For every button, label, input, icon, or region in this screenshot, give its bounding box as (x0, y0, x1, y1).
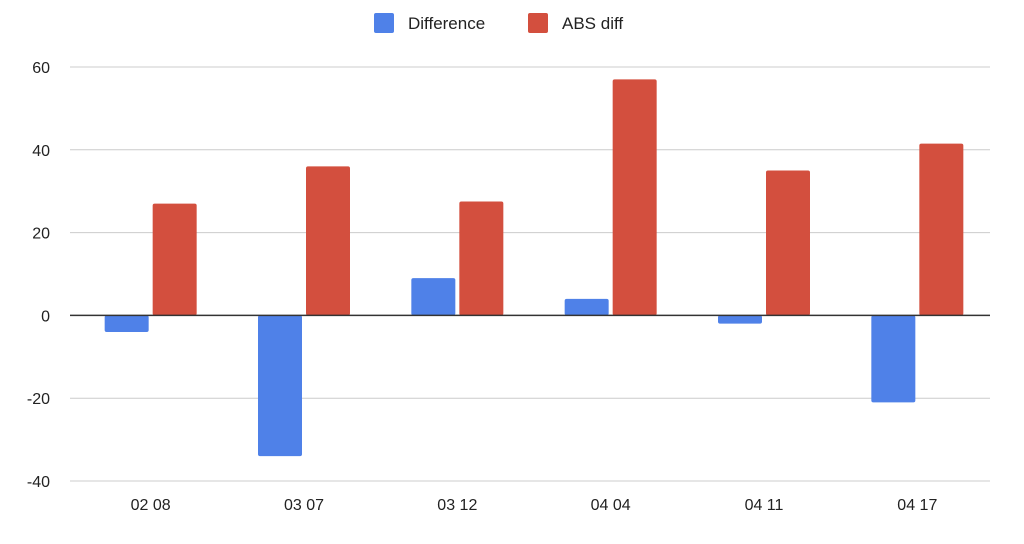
difference-bar (411, 278, 456, 316)
bars (104, 79, 964, 457)
abs-diff-bar (152, 203, 197, 316)
gridlines (70, 66, 990, 482)
y-tick-label: 0 (41, 308, 50, 325)
abs-diff-bar (306, 166, 350, 316)
y-axis: -40 -20 0 20 40 60 (27, 60, 50, 491)
abs-diff-bar (766, 170, 810, 316)
x-tick-label: 03 07 (284, 497, 324, 514)
legend-swatch (374, 13, 394, 33)
y-tick-label: -40 (27, 474, 50, 491)
abs-diff-bar (612, 79, 657, 316)
y-tick-label: 40 (32, 143, 50, 160)
abs-diff-bar (919, 143, 964, 316)
legend-label: ABS diff (562, 14, 623, 33)
y-tick-label: 20 (32, 226, 50, 243)
difference-bar (104, 315, 149, 332)
x-tick-label: 04 17 (897, 497, 937, 514)
x-axis: 02 08 03 07 03 12 04 04 04 11 04 17 (131, 497, 938, 514)
difference-bar (718, 315, 762, 324)
legend-label: Difference (408, 14, 485, 33)
difference-bar (258, 315, 302, 457)
difference-bar (564, 298, 609, 316)
y-tick-label: 60 (32, 60, 50, 77)
y-tick-label: -20 (27, 391, 50, 408)
x-tick-label: 03 12 (437, 497, 477, 514)
difference-bar (871, 315, 916, 403)
x-tick-label: 04 04 (591, 497, 631, 514)
x-tick-label: 02 08 (131, 497, 171, 514)
x-tick-label: 04 11 (745, 497, 784, 514)
legend-swatch (528, 13, 548, 33)
abs-diff-bar (459, 201, 504, 316)
legend: Difference ABS diff (374, 13, 623, 33)
